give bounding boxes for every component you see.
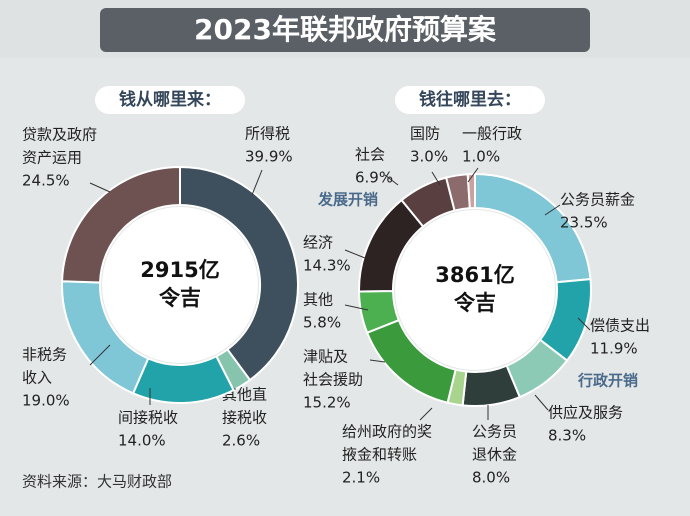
value-label: 14.0% xyxy=(118,432,166,450)
leader-line xyxy=(89,182,111,193)
center-label: 2915亿 xyxy=(140,258,219,282)
category-label: 非税务 xyxy=(22,346,67,364)
value-label: 1.0% xyxy=(462,148,500,166)
value-label: 3.0% xyxy=(410,148,448,166)
donut-center xyxy=(395,210,555,370)
value-label: 19.0% xyxy=(22,392,70,410)
category-label: 资产运用 xyxy=(22,149,82,167)
value-label: 11.9% xyxy=(590,340,638,358)
donut-segment xyxy=(61,165,181,284)
center-label: 令吉 xyxy=(454,291,496,315)
category-label: 一般行政 xyxy=(462,125,522,143)
value-label: 14.3% xyxy=(303,257,351,275)
title-box xyxy=(100,8,590,52)
subtitle-pill xyxy=(395,86,545,114)
category-label: 经济 xyxy=(303,234,333,252)
category-label: 公务员 xyxy=(472,423,517,441)
value-label: 5.8% xyxy=(303,314,341,332)
category-label: 社会援助 xyxy=(303,371,363,389)
leader-line xyxy=(369,359,386,363)
leader-line xyxy=(344,304,369,311)
category-label: 给州政府的奖 xyxy=(342,423,432,441)
category-label: 掖金和转账 xyxy=(342,446,417,464)
donut-segment xyxy=(179,165,299,382)
leader-line xyxy=(431,171,441,186)
value-label: 2.1% xyxy=(342,469,380,487)
source: 资料来源：大马财政部 xyxy=(22,473,172,491)
donut-center xyxy=(102,207,258,363)
value-label: 23.5% xyxy=(560,214,608,232)
category-label: 津贴及 xyxy=(303,348,348,366)
category-label: 贷款及政府 xyxy=(22,126,97,144)
category-label: 社会 xyxy=(355,146,385,164)
leader-line xyxy=(89,344,111,366)
leader-line xyxy=(467,167,479,183)
title: 2023年联邦政府预算案 xyxy=(194,13,497,46)
center-label: 令吉 xyxy=(159,286,201,310)
leader-line xyxy=(544,204,561,216)
leader-line xyxy=(384,174,399,186)
category-label: 间接税收 xyxy=(118,409,178,427)
value-label: 8.3% xyxy=(548,427,586,445)
value-label: 15.2% xyxy=(303,394,351,412)
value-label: 6.9% xyxy=(355,169,393,187)
value-label: 39.9% xyxy=(245,148,293,166)
leader-line xyxy=(419,407,433,421)
leader-line xyxy=(577,317,591,331)
subtitle: 钱往哪里去： xyxy=(419,89,521,110)
donut-segment xyxy=(466,172,476,210)
category-label: 接税收 xyxy=(222,409,267,427)
category-label: 收入 xyxy=(22,369,52,387)
category-label: 退休金 xyxy=(472,446,517,464)
annotation: 行政开销 xyxy=(577,372,638,390)
leader-line xyxy=(534,394,549,411)
value-label: 24.5% xyxy=(22,172,70,190)
subtitle: 钱从哪里来： xyxy=(119,89,221,110)
category-label: 供应及服务 xyxy=(548,404,623,422)
category-label: 国防 xyxy=(410,125,440,143)
category-label: 公务员薪金 xyxy=(560,191,635,209)
leader-line xyxy=(344,249,366,259)
category-label: 所得税 xyxy=(245,125,290,143)
leader-line xyxy=(251,169,263,196)
category-label: 其他 xyxy=(303,291,333,309)
category-label: 偿债支出 xyxy=(590,317,650,335)
value-label: 2.6% xyxy=(222,432,260,450)
subtitle-pill xyxy=(95,86,245,114)
value-label: 8.0% xyxy=(472,469,510,487)
annotation: 发展开销 xyxy=(317,191,378,209)
center-label: 3861亿 xyxy=(435,263,514,287)
